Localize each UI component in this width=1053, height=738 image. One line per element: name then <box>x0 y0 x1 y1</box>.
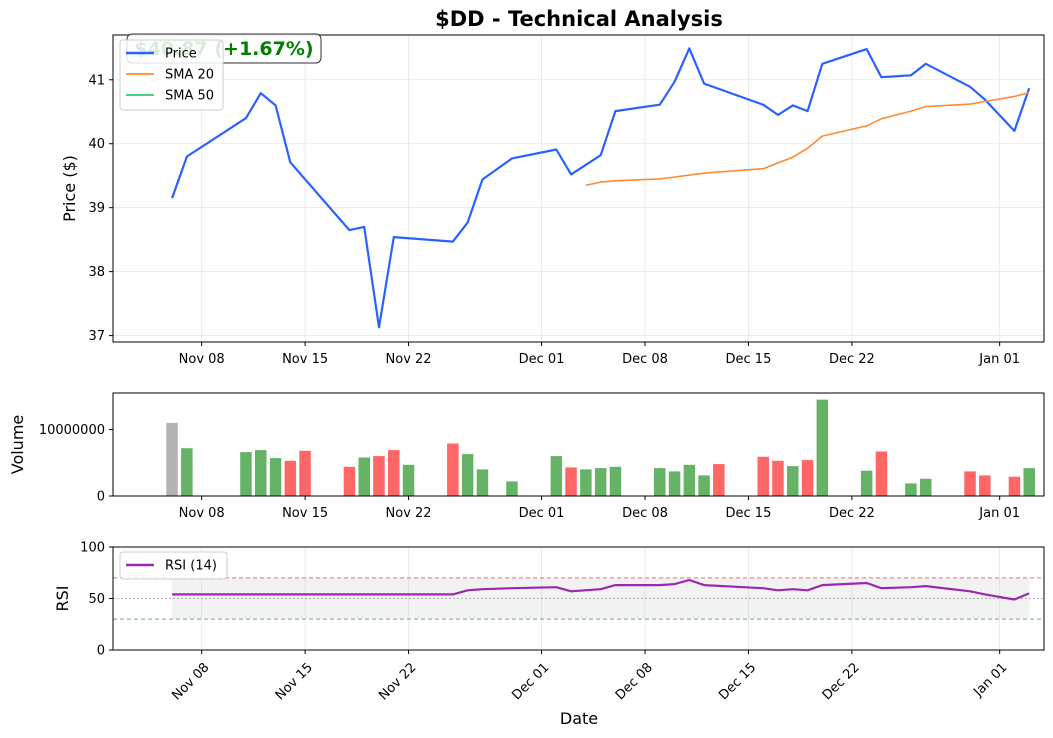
volume-bar-26 <box>757 456 769 496</box>
rsi-xtick-label-1: Nov 15 <box>273 660 316 703</box>
volume-bar-28 <box>787 466 799 496</box>
volume-bar-7 <box>343 466 356 496</box>
price-frame <box>112 34 1045 343</box>
volume-axis-label: Volume <box>8 415 27 475</box>
rsi-axis-label: RSI <box>53 586 72 612</box>
volume-bar-9 <box>373 456 385 496</box>
volume-bar-19 <box>594 468 607 496</box>
volume-bar-13 <box>461 454 474 496</box>
volume-bar-23 <box>683 464 696 496</box>
volume-bar-29 <box>801 460 814 496</box>
rsi-band <box>172 577 1030 620</box>
volume-bar-8 <box>358 457 370 496</box>
volume-bar-1 <box>181 448 193 496</box>
volume-bar-21 <box>654 468 666 496</box>
volume-bar-2 <box>240 452 252 496</box>
volume-bar-15 <box>506 481 518 496</box>
rsi-xtick-label-7: Jan 01 <box>970 660 1010 700</box>
volume-bar-20 <box>609 466 622 496</box>
volume-xtick-label-2: Nov 22 <box>386 506 432 521</box>
price-ytick-label-0: 37 <box>88 329 105 344</box>
volume-bar-38 <box>1023 468 1035 496</box>
rsi-xtick-label-0: Nov 08 <box>169 660 212 703</box>
price-xtick-label-7: Jan 01 <box>978 352 1020 367</box>
volume-bar-18 <box>580 469 592 496</box>
legend-label-0: Price <box>165 47 197 62</box>
volume-xtick-label-4: Dec 08 <box>622 506 668 521</box>
volume-xtick-label-1: Nov 15 <box>282 506 328 521</box>
price-xtick-label-0: Nov 08 <box>179 352 225 367</box>
volume-bar-24 <box>698 475 710 496</box>
rsi-series-line <box>172 578 1030 601</box>
volume-bar-14 <box>476 469 489 496</box>
price-series-line-price <box>171 47 1031 329</box>
rsi-xtick-label-5: Dec 15 <box>716 660 759 703</box>
rsi-legend-label: RSI (14) <box>165 559 217 574</box>
price-xtick-label-4: Dec 08 <box>622 352 668 367</box>
volume-bar-37 <box>1008 476 1021 496</box>
rsi-ytick-label-2: 100 <box>80 541 105 556</box>
rsi-xtick-label-4: Dec 08 <box>613 660 656 703</box>
volume-bar-0 <box>166 422 178 496</box>
price-legend <box>119 39 224 111</box>
price-ytick-label-1: 38 <box>88 265 105 280</box>
volume-ytick-label-1: 10000000 <box>39 423 105 438</box>
volume-xtick-label-5: Dec 15 <box>726 506 772 521</box>
volume-bar-12 <box>447 443 459 496</box>
price-xtick-label-2: Nov 22 <box>386 352 432 367</box>
volume-bar-10 <box>388 450 400 496</box>
volume-xtick-label-7: Jan 01 <box>978 506 1020 521</box>
volume-bar-17 <box>565 467 577 496</box>
volume-bar-36 <box>979 475 991 496</box>
volume-bar-22 <box>668 471 681 496</box>
price-ytick-label-3: 40 <box>88 137 105 152</box>
legend-label-1: SMA 20 <box>165 68 214 83</box>
volume-bar-16 <box>550 456 563 496</box>
price-ytick-label-2: 39 <box>88 201 105 216</box>
price-xtick-label-5: Dec 15 <box>726 352 772 367</box>
price-xtick-label-1: Nov 15 <box>282 352 328 367</box>
rsi-ytick-label-1: 50 <box>88 592 105 607</box>
price-xtick-label-6: Dec 22 <box>829 352 875 367</box>
volume-bar-4 <box>269 458 282 496</box>
volume-bar-34 <box>920 478 932 496</box>
price-ytick-label-4: 41 <box>88 73 105 88</box>
volume-xtick-label-6: Dec 22 <box>829 506 875 521</box>
volume-frame <box>112 392 1045 497</box>
volume-xtick-label-0: Nov 08 <box>179 506 225 521</box>
rsi-xtick-label-2: Nov 22 <box>376 660 419 703</box>
legend-label-2: SMA 50 <box>165 89 214 104</box>
volume-bar-30 <box>816 399 829 496</box>
volume-bar-35 <box>964 471 976 496</box>
volume-ytick-label-0: 0 <box>97 490 105 505</box>
rsi-ytick-label-0: 0 <box>97 644 105 659</box>
rsi-xtick-label-3: Dec 01 <box>509 660 552 703</box>
volume-bar-6 <box>299 450 311 496</box>
volume-bar-25 <box>713 464 725 496</box>
volume-bar-31 <box>860 470 873 496</box>
chart-title: $DD - Technical Analysis <box>435 7 723 31</box>
volume-bar-32 <box>875 451 888 496</box>
price-axis-label: Price ($) <box>60 155 79 222</box>
volume-xtick-label-3: Dec 01 <box>519 506 565 521</box>
rsi-legend <box>119 551 228 580</box>
price-series-line-sma-20 <box>585 91 1030 187</box>
volume-bar-5 <box>284 460 297 496</box>
volume-bar-3 <box>255 450 267 496</box>
x-axis-label: Date <box>560 709 598 728</box>
volume-bar-27 <box>772 460 784 496</box>
volume-bar-11 <box>402 464 415 496</box>
volume-bar-33 <box>905 483 917 496</box>
price-xtick-label-3: Dec 01 <box>519 352 565 367</box>
rsi-xtick-label-6: Dec 22 <box>820 660 863 703</box>
